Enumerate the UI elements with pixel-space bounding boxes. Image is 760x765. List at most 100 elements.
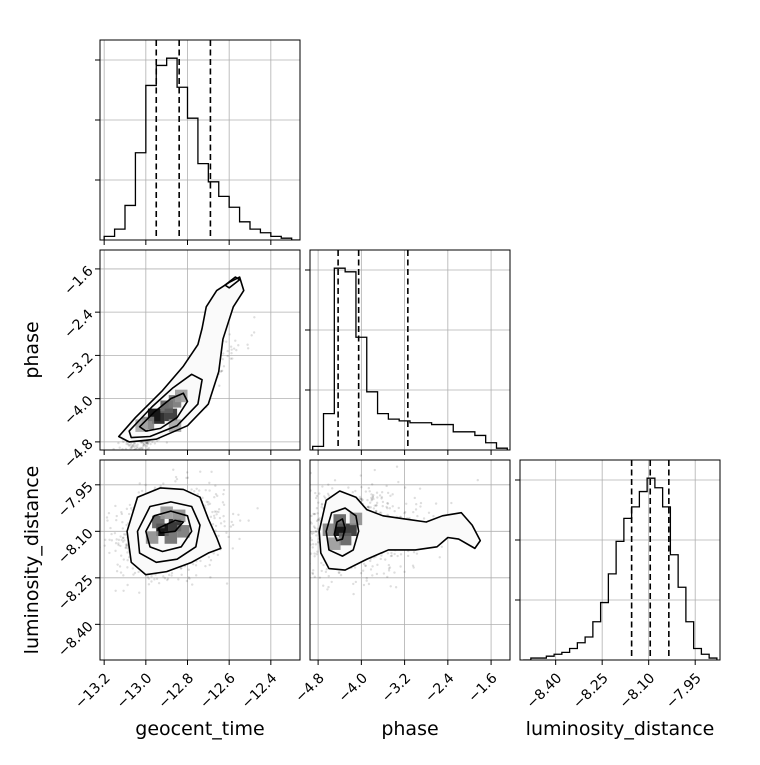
sample-point — [145, 441, 148, 445]
sample-point — [199, 559, 202, 563]
sample-point — [151, 440, 154, 444]
sample-point — [385, 484, 388, 488]
sample-point — [390, 554, 394, 557]
sample-point — [226, 349, 229, 353]
sample-point — [231, 512, 235, 516]
sample-point — [127, 444, 131, 447]
sample-point — [137, 491, 140, 494]
sample-point — [395, 465, 399, 468]
sample-point — [125, 543, 129, 547]
contour-line-3 — [117, 276, 245, 443]
sample-point — [374, 510, 378, 513]
sample-point — [119, 544, 122, 548]
sample-point — [167, 573, 171, 577]
sample-point — [370, 483, 374, 486]
sample-point — [222, 352, 225, 355]
histogram-phase — [312, 267, 508, 450]
sample-point — [207, 556, 211, 559]
sample-point — [213, 510, 217, 513]
sample-point — [360, 485, 363, 489]
sample-point — [324, 496, 327, 500]
sample-point — [140, 441, 144, 444]
sample-point — [438, 556, 441, 559]
density-bin — [175, 389, 188, 403]
sample-point — [141, 447, 144, 450]
sample-point — [119, 535, 122, 538]
sample-point — [412, 550, 416, 554]
sample-point — [391, 505, 394, 508]
sample-point — [371, 574, 374, 577]
sample-point — [367, 506, 371, 509]
sample-point — [174, 480, 177, 483]
sample-point — [354, 580, 358, 584]
sample-point — [212, 514, 216, 517]
sample-point — [365, 579, 368, 582]
sample-point — [220, 369, 223, 373]
histogram-luminosity-distance — [523, 477, 718, 660]
sample-point — [218, 516, 222, 520]
sample-point — [211, 522, 215, 526]
sample-point — [316, 512, 319, 515]
sample-point — [318, 517, 321, 520]
sample-point — [419, 505, 422, 508]
sample-point — [140, 447, 144, 450]
sample-point — [180, 573, 183, 576]
sample-point — [403, 511, 406, 515]
sample-point — [225, 340, 228, 343]
sample-point — [185, 471, 189, 474]
sample-point — [123, 539, 126, 542]
sample-point — [204, 564, 207, 568]
sample-point — [229, 345, 233, 348]
sample-point — [145, 445, 149, 448]
sample-point — [217, 534, 220, 537]
sample-point — [372, 493, 375, 497]
sample-point — [134, 447, 138, 450]
sample-point — [121, 540, 125, 543]
sample-point — [132, 442, 136, 445]
scatter-layer — [310, 465, 482, 596]
sample-point — [315, 494, 319, 498]
sample-point — [373, 468, 376, 472]
sample-point — [216, 553, 220, 557]
sample-point — [223, 520, 226, 523]
sample-point — [142, 443, 145, 446]
sample-point — [310, 531, 313, 534]
panel-phase-hist — [305, 249, 511, 455]
sample-point — [387, 567, 391, 570]
sample-point — [312, 531, 315, 534]
sample-point — [231, 357, 234, 360]
sample-point — [354, 489, 357, 493]
sample-point — [320, 569, 323, 573]
sample-point — [126, 566, 129, 569]
sample-point — [135, 445, 139, 449]
sample-point — [389, 585, 392, 588]
sample-point — [220, 369, 224, 373]
sample-point — [231, 523, 235, 527]
sample-point — [388, 507, 392, 510]
sample-point — [364, 564, 367, 568]
sample-point — [314, 496, 318, 500]
sample-point — [117, 441, 120, 445]
sample-point — [312, 525, 316, 528]
density-bin — [177, 525, 190, 538]
sample-point — [397, 506, 400, 510]
sample-point — [155, 577, 159, 581]
panel-frame — [99, 249, 301, 451]
sample-point — [366, 505, 369, 509]
sample-point — [125, 544, 128, 548]
contour-line-1 — [157, 519, 185, 534]
contour-line-1 — [138, 392, 189, 432]
sample-point — [372, 507, 376, 510]
sample-point — [118, 446, 121, 449]
sample-point — [121, 536, 125, 540]
sample-point — [129, 507, 133, 510]
sample-point — [313, 526, 317, 530]
sample-point — [414, 508, 418, 511]
sample-point — [132, 573, 135, 576]
sample-point — [361, 569, 365, 572]
sample-point — [214, 529, 217, 532]
sample-point — [415, 552, 419, 555]
sample-point — [352, 592, 355, 596]
sample-point — [311, 572, 315, 576]
